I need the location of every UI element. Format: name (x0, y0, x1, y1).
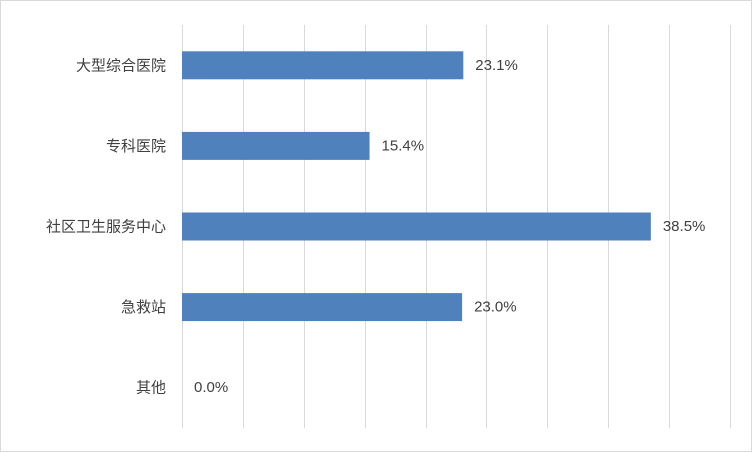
category-label: 专科医院 (106, 137, 166, 155)
category-label: 其他 (136, 379, 166, 397)
data-label: 23.1% (475, 57, 518, 74)
category-label: 大型综合医院 (76, 56, 166, 74)
data-label: 23.0% (474, 299, 517, 316)
data-labels: 23.1% 15.4% 38.5% 23.0% 0.0% (194, 57, 705, 396)
data-label: 15.4% (382, 137, 425, 154)
bars (182, 51, 651, 322)
data-label: 0.0% (194, 379, 228, 396)
bar (182, 131, 370, 160)
bar (182, 212, 651, 241)
bar (182, 293, 463, 322)
data-label: 38.5% (663, 218, 706, 235)
category-label: 社区卫生服务中心 (46, 218, 166, 236)
category-label: 急救站 (121, 298, 166, 316)
bar (182, 51, 464, 80)
